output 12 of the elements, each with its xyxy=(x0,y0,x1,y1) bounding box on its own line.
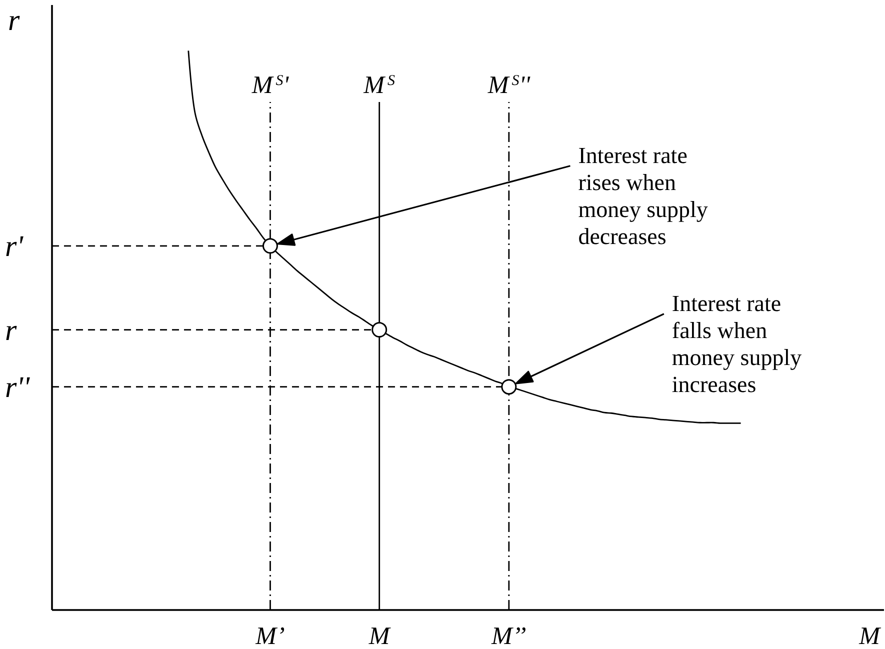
x-tick-label: M’’ xyxy=(490,623,526,649)
annotation: Interest rate rises when money supply decreases xyxy=(578,142,708,248)
ref-line-label: r' xyxy=(5,229,24,262)
x-tick-label: M xyxy=(368,623,391,649)
ref-line-label: r'' xyxy=(5,370,30,404)
ref-line-label: M$^{S}$' xyxy=(250,72,290,99)
ref-line-label: M$^{S}$'' xyxy=(486,72,531,99)
ref-line-label: M$^{S}$ xyxy=(362,72,396,99)
ref-line-label: r xyxy=(5,313,17,346)
y-axis-title: r xyxy=(8,4,20,37)
annotation: Interest rate falls when money supply increases xyxy=(672,290,802,396)
x-tick-label: M’ xyxy=(254,623,285,649)
